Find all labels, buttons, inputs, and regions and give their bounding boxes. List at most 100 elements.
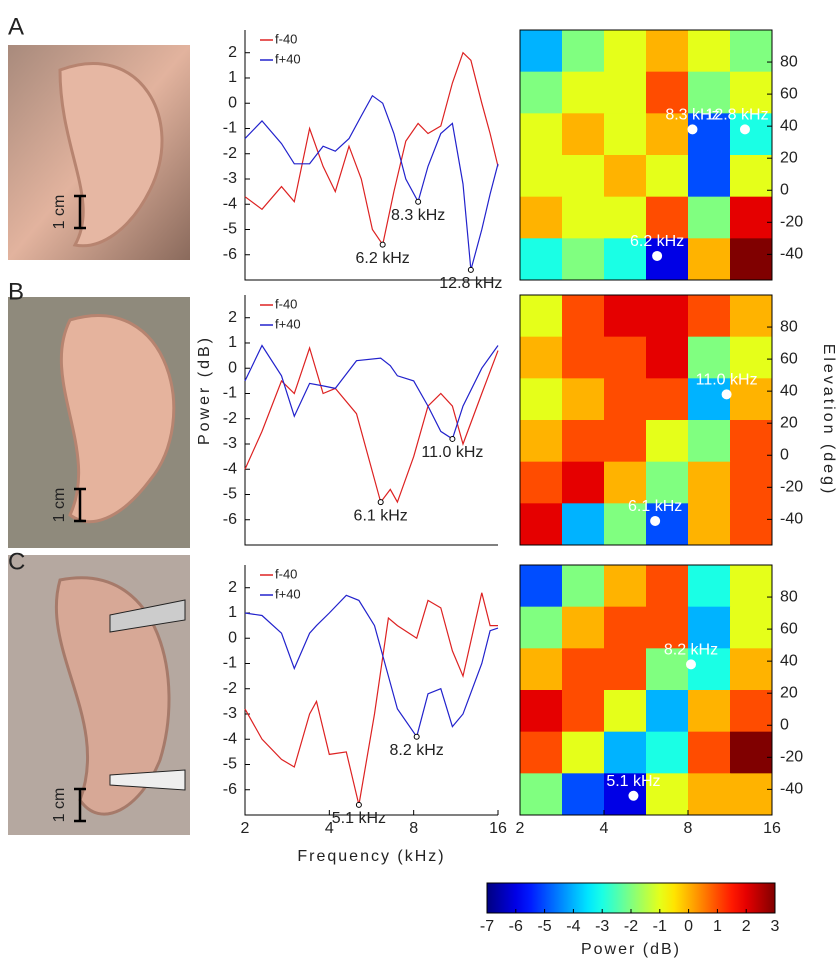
y-tick-label: -1: [223, 120, 237, 137]
series-line: [245, 53, 498, 245]
heatmap-cell: [646, 690, 689, 732]
annotation-label: 8.2 kHz: [664, 642, 718, 659]
annotation-marker: [686, 659, 696, 669]
colorbar-tick-label: -1: [653, 918, 667, 935]
heatmap-cell: [520, 503, 563, 545]
axis-spine: [245, 565, 498, 815]
series-line: [245, 346, 498, 439]
y-tick-label: 2: [228, 44, 237, 61]
heatmap-cell: [520, 565, 563, 607]
legend-label: f+40: [275, 586, 301, 601]
legend-label: f+40: [275, 51, 301, 66]
annotation-marker: [414, 734, 419, 739]
colorbar-tick-label: -3: [595, 918, 609, 935]
y-tick-label: -40: [780, 246, 803, 263]
y-tick-label: -1: [223, 655, 237, 672]
y-tick-label: 1: [228, 69, 237, 86]
x-tick-label: 8: [409, 820, 418, 837]
annotation-label: 6.2 kHz: [356, 250, 410, 267]
heatmap-cell: [520, 378, 563, 420]
heatmap-cell: [730, 732, 773, 774]
heatmap-cell: [562, 72, 605, 114]
heatmap-cell: [646, 565, 689, 607]
legend-label: f-40: [275, 31, 297, 46]
x-tick-label: 4: [600, 820, 609, 837]
y-tick-label: -1: [223, 385, 237, 402]
annotation-label: 11.0 kHz: [421, 444, 483, 461]
heatmap-cell: [520, 773, 563, 815]
y-tick-label: 0: [780, 446, 789, 463]
annotation-marker: [378, 500, 383, 505]
series-line: [245, 593, 498, 805]
heatmap-cell: [688, 155, 731, 197]
heatmap-cell: [604, 732, 647, 774]
annotation-marker: [740, 124, 750, 134]
heatmap-cell: [646, 337, 689, 379]
y-axis-label: Power (dB): [196, 335, 213, 445]
colorbar-label: Power (dB): [581, 941, 681, 958]
heatmap-cell: [688, 732, 731, 774]
y-tick-label: -6: [223, 781, 237, 798]
heatmap-cell: [562, 462, 605, 504]
y-tick-label: 80: [780, 53, 798, 70]
heatmap-cell: [520, 238, 563, 280]
axis-spine: [245, 30, 498, 280]
heatmap-cell: [688, 565, 731, 607]
heatmap-cell: [730, 155, 773, 197]
scale-bar-label: 1 cm: [51, 488, 68, 523]
y-tick-label: 1: [228, 334, 237, 351]
heatmap-cell: [688, 420, 731, 462]
annotation-marker: [650, 516, 660, 526]
y-tick-label: -2: [223, 680, 237, 697]
annotation-label: 12.8 kHz: [439, 275, 502, 292]
heatmap-cell: [562, 732, 605, 774]
annotation-label: 6.1 kHz: [354, 507, 408, 524]
heatmap-cell: [604, 155, 647, 197]
y-tick-label: -40: [780, 781, 803, 798]
heatmap-cell: [562, 648, 605, 690]
heatmap-cell: [562, 197, 605, 239]
figure: A1 cmB1 cmC1 cm210-1-2-3-4-5-6f-40f+406.…: [0, 0, 839, 960]
heatmap-cell: [520, 420, 563, 462]
y-tick-label: 0: [228, 94, 237, 111]
heatmap-cell: [562, 155, 605, 197]
heatmap-cell: [730, 238, 773, 280]
scale-bar-label: 1 cm: [51, 195, 68, 230]
y-tick-label: 0: [780, 716, 789, 733]
colorbar-tick-label: -6: [509, 918, 523, 935]
heatmap-cell: [520, 462, 563, 504]
y-tick-label: -6: [223, 246, 237, 263]
x-tick-label: 16: [489, 820, 507, 837]
heatmap-cell: [562, 113, 605, 155]
heatmap-cell: [730, 690, 773, 732]
heatmap-cell: [604, 295, 647, 337]
annotation-label: 11.0 kHz: [696, 372, 758, 389]
heatmap-cell: [730, 420, 773, 462]
y-tick-label: -3: [223, 170, 237, 187]
heatmap-cell: [520, 155, 563, 197]
heatmap-cell: [604, 690, 647, 732]
heatmap-cell: [604, 72, 647, 114]
y-tick-label: 1: [228, 604, 237, 621]
page: {"panels": ["A", "B", "C"], "scale_bars"…: [0, 0, 839, 960]
y-tick-label: -2: [223, 145, 237, 162]
y-tick-label: -6: [223, 511, 237, 528]
heatmap-cell: [730, 607, 773, 649]
y-tick-label: 20: [780, 149, 798, 166]
y-tick-label: 80: [780, 588, 798, 605]
heatmap-cell: [520, 197, 563, 239]
heatmap-cell: [562, 420, 605, 462]
heatmap-cell: [604, 378, 647, 420]
heatmap-cell: [646, 155, 689, 197]
y-tick-label: -20: [780, 214, 803, 231]
y-tick-label: -4: [223, 460, 237, 477]
heatmap-cell: [562, 238, 605, 280]
colorbar-tick-label: -4: [566, 918, 580, 935]
heatmap-cell: [646, 30, 689, 72]
colorbar-tick-label: -2: [624, 918, 638, 935]
y-tick-label: 40: [780, 117, 798, 134]
annotation-marker: [380, 242, 385, 247]
y-tick-label: -3: [223, 435, 237, 452]
ear-photo: [8, 45, 190, 835]
heatmap-cell: [688, 30, 731, 72]
